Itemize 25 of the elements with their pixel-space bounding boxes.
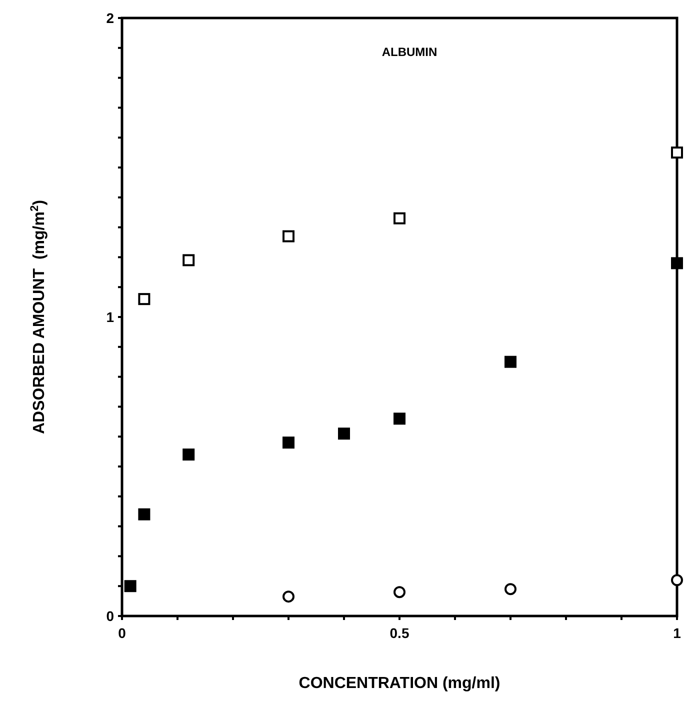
point <box>671 257 683 270</box>
x-tick-label: 0 <box>118 625 126 641</box>
point <box>282 436 294 449</box>
point <box>671 146 683 159</box>
point <box>138 508 150 520</box>
point <box>138 293 150 306</box>
point <box>394 212 406 224</box>
point <box>504 356 516 368</box>
x-tick-label: 0.5 <box>390 625 410 641</box>
point <box>394 412 406 425</box>
point <box>504 583 516 596</box>
x-axis-title: CONCENTRATION (mg/ml) <box>298 675 500 692</box>
x-tick-label: 1 <box>673 625 682 641</box>
point <box>182 254 195 266</box>
y-tick-label: 2 <box>106 10 114 26</box>
point <box>338 428 350 440</box>
point <box>282 230 294 242</box>
y-tick-label: 0 <box>106 608 114 624</box>
text: ALBUMIN <box>382 45 438 59</box>
point <box>124 580 136 592</box>
point <box>182 448 195 461</box>
point <box>282 590 294 603</box>
point <box>394 586 406 598</box>
point <box>671 574 683 586</box>
y-tick-label: 1 <box>106 308 114 325</box>
